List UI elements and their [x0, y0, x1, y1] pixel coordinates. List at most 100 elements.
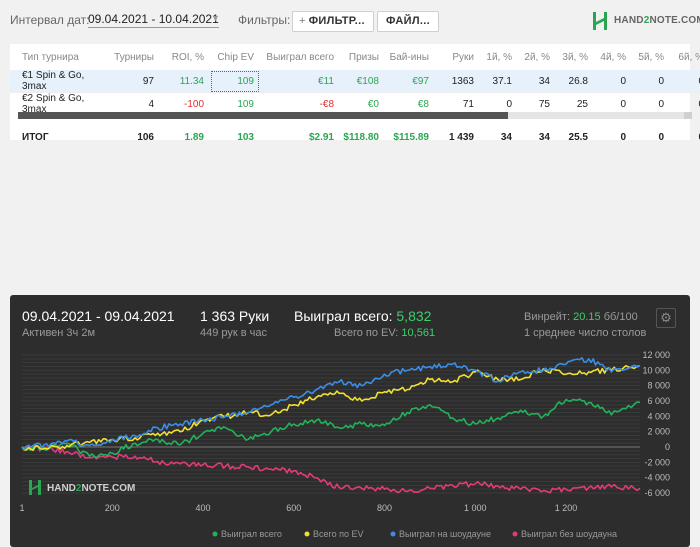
y-tick-label: -2 000	[644, 457, 670, 467]
table-cell: 34	[518, 70, 556, 93]
total-cell: 1.89	[184, 131, 204, 143]
table-cell: 109	[210, 92, 260, 115]
total-cell: 34	[538, 131, 550, 143]
column-header[interactable]: 1й, %	[486, 51, 512, 63]
legend-swatch	[212, 531, 218, 537]
date-range-picker[interactable]: 09.04.2021 - 10.04.2021	[88, 12, 219, 28]
column-header[interactable]: Руки	[452, 51, 474, 63]
column-header[interactable]: 4й, %	[600, 51, 626, 63]
table-cell: 0	[670, 92, 700, 115]
summary-ev: Всего по EV: 10,561	[334, 327, 435, 339]
table-cell: 25	[556, 92, 594, 115]
hand2note-logo-icon	[593, 12, 607, 30]
column-header[interactable]: Тип турнира	[22, 51, 79, 63]
file-button-label: ФАЙЛ...	[386, 15, 430, 27]
column-header[interactable]: 5й, %	[638, 51, 664, 63]
y-tick-label: 4 000	[647, 411, 670, 421]
total-cell: $2.91	[308, 131, 334, 143]
chart-legend: Выиграл всего Всего по EV Выиграл на шоуда…	[212, 529, 617, 539]
table-cell: 0	[594, 92, 632, 115]
table-row[interactable]: €1 Spin & Go, 3max 97 11.34 109 €11 €108…	[10, 70, 700, 93]
column-header[interactable]: 6й, %	[678, 51, 700, 63]
y-tick-label: 12 000	[642, 350, 670, 360]
y-axis-ticks: 12 000 10 000 8 000 6 000 4 000 2 000 0 -2 000 -…	[642, 350, 670, 498]
total-cell: 0	[670, 125, 700, 149]
summary-active-time: Активен 3ч 2м	[22, 327, 96, 339]
column-header[interactable]: Призы	[348, 51, 379, 63]
table-cell: -100	[160, 92, 210, 115]
won-value: 5,832	[396, 308, 432, 324]
graph-panel: 09.04.2021 - 09.04.2021 Активен 3ч 2м 1 …	[10, 295, 690, 547]
stats-table-card: Тип турнира Турниры ROI, % Chip EV Выигр…	[10, 44, 700, 143]
table-cell: 71	[435, 92, 480, 115]
table-cell: €8	[385, 92, 435, 115]
total-cell: 1 439	[448, 131, 474, 143]
table-cell: 1363	[435, 70, 480, 93]
scrollbar-thumb[interactable]	[18, 112, 508, 119]
graph-chart: 12 000 10 000 8 000 6 000 4 000 2 000 0 -2 000 -…	[19, 350, 670, 539]
table-cell: €2 Spin & Go, 3max	[10, 92, 110, 115]
interval-label: Интервал дат:	[10, 13, 90, 27]
winrate-label: Винрейт:	[524, 311, 571, 323]
total-cell: 106	[137, 131, 154, 143]
chart-grid	[22, 354, 640, 494]
gear-icon[interactable]: ⚙	[656, 308, 676, 328]
total-cell: 34	[500, 131, 512, 143]
summary-won: Выиграл всего: 5,832	[294, 308, 431, 324]
y-tick-label: 2 000	[647, 427, 670, 437]
table-cell: 75	[518, 92, 556, 115]
total-cell: 103	[237, 131, 254, 143]
scroll-right-arrow[interactable]	[684, 112, 692, 119]
legend-swatch	[390, 531, 396, 537]
legend-swatch	[304, 531, 310, 537]
ev-label: Всего по EV:	[334, 327, 399, 339]
series-line	[21, 398, 641, 459]
table-row[interactable]: €2 Spin & Go, 3max 4 -100 109 -€8 €0 €8 …	[10, 92, 700, 115]
filters-label: Фильтры:	[238, 13, 291, 27]
total-cell: 0	[658, 131, 664, 143]
summary-hands-per-hour: 449 рук в час	[200, 327, 268, 339]
x-tick-label: 600	[286, 503, 301, 513]
summary-hands: 1 363 Руки	[200, 308, 270, 324]
y-tick-label: 0	[665, 442, 670, 452]
column-header[interactable]: Бай-ины	[389, 51, 429, 63]
summary-dates: 09.04.2021 - 09.04.2021	[22, 308, 175, 324]
watermark-text: HAND2NOTE.COM	[47, 483, 135, 494]
x-tick-label: 800	[377, 503, 392, 513]
total-cell: $115.89	[393, 131, 429, 143]
hand2note-logo-text: HAND2NOTE.COM	[614, 15, 700, 26]
series-line	[21, 444, 641, 494]
y-tick-label: 8 000	[647, 381, 670, 391]
column-header[interactable]: Chip EV	[217, 51, 254, 63]
winrate-value: 20.15	[573, 311, 601, 323]
chevron-down-icon[interactable]: ▼	[211, 13, 220, 23]
plus-icon: +	[299, 15, 306, 27]
x-tick-label: 400	[196, 503, 211, 513]
column-header[interactable]: ROI, %	[171, 51, 204, 63]
x-tick-label: 1 200	[555, 503, 578, 513]
horizontal-scrollbar[interactable]	[18, 112, 692, 119]
table-cell: €0	[340, 92, 385, 115]
total-cell: ИТОГ	[22, 131, 49, 143]
table-cell: €97	[385, 70, 435, 93]
table-cell: 0	[594, 70, 632, 93]
file-button[interactable]: ФАЙЛ...	[377, 11, 439, 32]
table-cell: 0	[632, 70, 670, 93]
column-header[interactable]: 3й, %	[562, 51, 588, 63]
chart-watermark-logo: HAND2NOTE.COM	[29, 480, 135, 495]
series-line	[21, 356, 641, 451]
legend-label: Выиграл без шоудауна	[521, 529, 617, 539]
column-header[interactable]: Турниры	[114, 51, 154, 63]
table-cell: €11	[260, 70, 340, 93]
column-header[interactable]: 2й, %	[524, 51, 550, 63]
filters-button-label: ФИЛЬТР...	[308, 15, 365, 27]
filters-button[interactable]: + ФИЛЬТР...	[292, 11, 374, 32]
table-cell: 109	[210, 70, 260, 93]
total-cell: $118.80	[343, 131, 379, 143]
chart-series	[21, 356, 641, 494]
legend-label: Всего по EV	[313, 529, 363, 539]
won-label: Выиграл всего:	[294, 308, 393, 324]
table-cell: 37.1	[480, 70, 518, 93]
table-cell: €108	[340, 70, 385, 93]
column-header[interactable]: Выиграл всего	[266, 51, 334, 63]
